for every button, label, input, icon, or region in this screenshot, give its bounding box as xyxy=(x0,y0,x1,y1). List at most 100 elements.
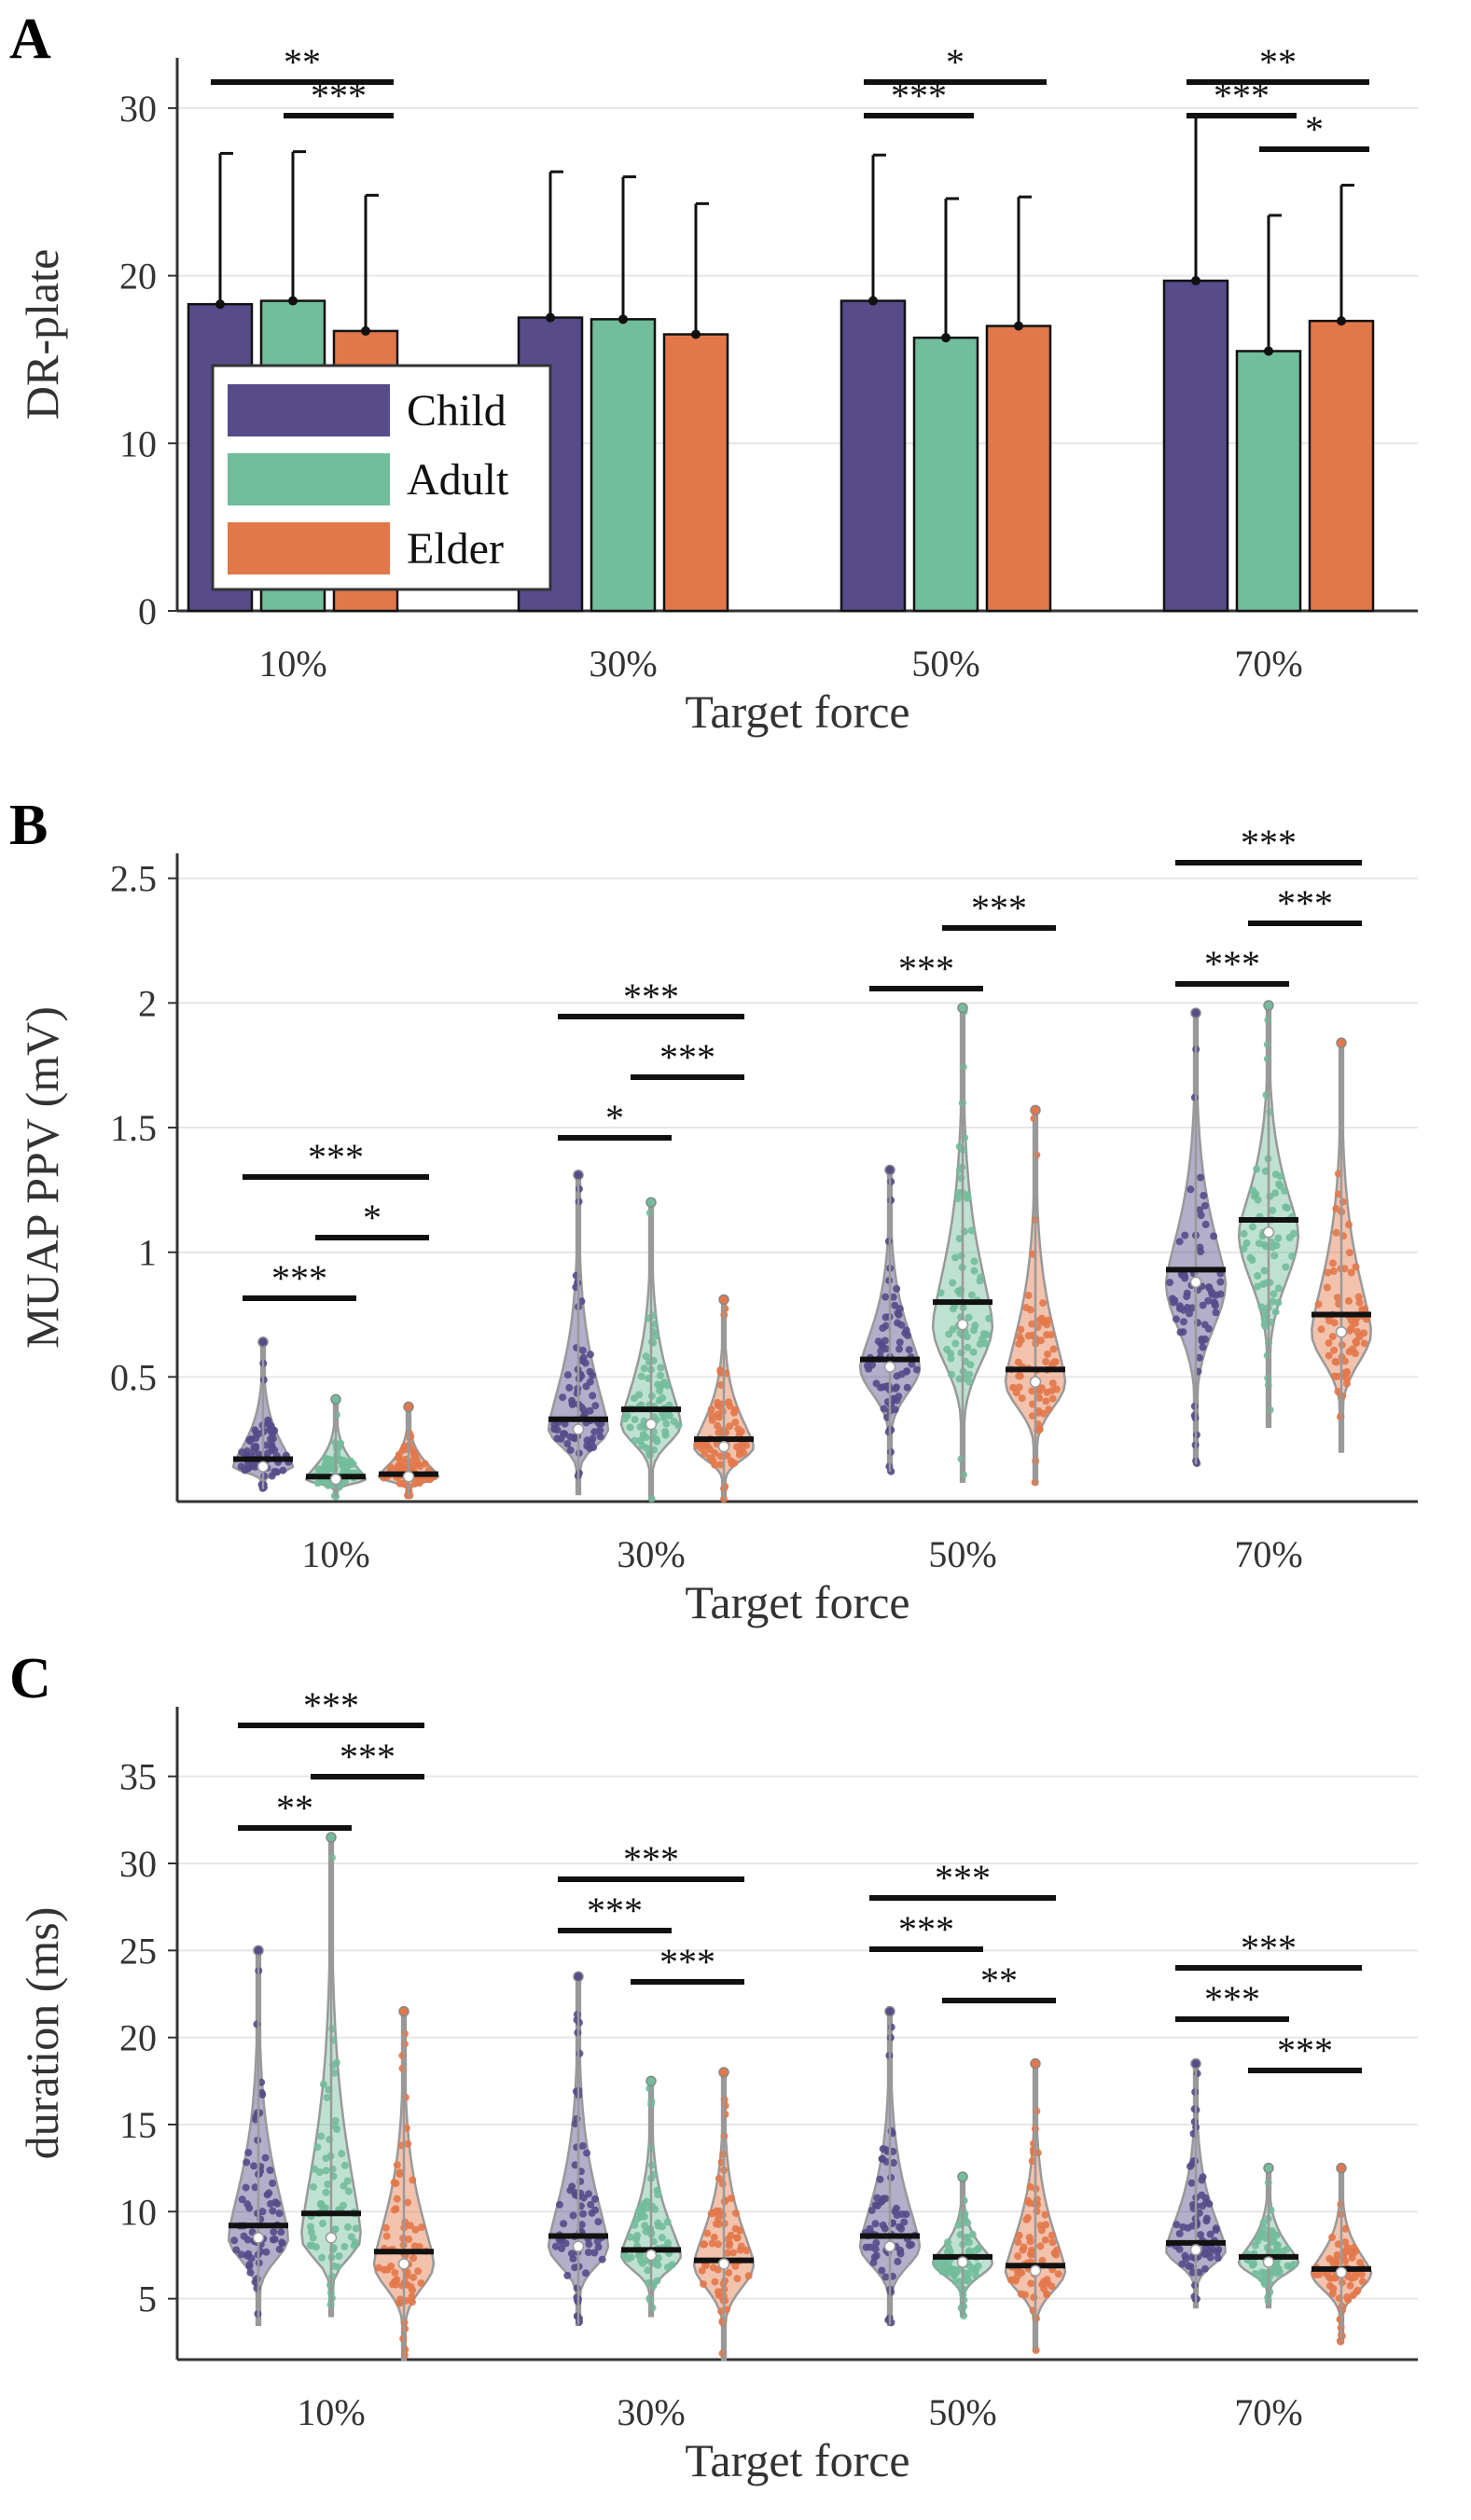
y-axis-label: DR-plate xyxy=(16,249,68,420)
y-tick-label: 20 xyxy=(119,2017,157,2059)
data-point-elder xyxy=(410,1479,419,1488)
data-point-elder xyxy=(728,2195,736,2202)
data-point-adult xyxy=(1266,2272,1274,2280)
data-point-adult xyxy=(323,2094,331,2102)
data-point-child xyxy=(1175,1238,1184,1246)
data-point-elder xyxy=(1043,1321,1051,1329)
data-point-elder xyxy=(708,2239,716,2248)
data-point-elder xyxy=(721,2111,729,2119)
data-point-child xyxy=(264,1419,272,1427)
data-point-child xyxy=(1198,1335,1206,1343)
y-tick-label: 2.5 xyxy=(110,858,157,900)
data-point-elder xyxy=(1048,2231,1056,2239)
data-point-child xyxy=(884,1428,893,1436)
data-point-elder xyxy=(393,2195,401,2203)
data-point-elder xyxy=(1331,2274,1339,2282)
bar-top-marker xyxy=(868,296,878,306)
data-point-adult xyxy=(322,2167,330,2175)
y-tick-label: 0.5 xyxy=(110,1356,157,1398)
data-point-adult xyxy=(968,2230,977,2238)
data-point-adult xyxy=(957,2283,965,2292)
data-point-elder xyxy=(1360,1339,1368,1348)
data-point-elder xyxy=(715,2174,723,2182)
y-axis-label: duration (ms) xyxy=(16,1907,68,2160)
data-point-child xyxy=(563,1371,572,1379)
data-point-elder xyxy=(396,2168,404,2177)
data-point-adult xyxy=(1254,1196,1262,1204)
data-point-child xyxy=(584,2249,592,2256)
data-point-adult xyxy=(319,2220,326,2227)
significance-stars: *** xyxy=(623,976,679,1018)
data-point-child xyxy=(265,2189,273,2197)
significance-stars: *** xyxy=(340,1736,396,1778)
data-point-elder xyxy=(417,2279,425,2287)
data-point-adult xyxy=(933,2259,940,2267)
data-point-elder xyxy=(1039,1299,1048,1308)
data-point-elder xyxy=(1035,1393,1044,1402)
data-point-adult xyxy=(949,1325,957,1334)
data-point-elder xyxy=(1037,1314,1046,1322)
data-point-child xyxy=(237,1462,245,1471)
data-point-adult xyxy=(1256,2230,1265,2237)
data-point-elder xyxy=(401,2218,409,2226)
y-tick-label: 15 xyxy=(119,2104,157,2146)
data-point-child xyxy=(903,1367,911,1376)
data-point-adult xyxy=(654,2222,662,2230)
data-point-adult xyxy=(1270,1252,1279,1260)
data-point-adult xyxy=(324,2181,332,2189)
data-point-adult xyxy=(1268,2227,1276,2236)
data-point-adult xyxy=(965,1378,973,1386)
x-tick-label: 30% xyxy=(617,1533,685,1575)
data-point-child xyxy=(1208,2244,1216,2252)
data-point-child xyxy=(867,2207,876,2215)
data-point-child xyxy=(566,1446,575,1454)
data-point-adult xyxy=(978,1335,986,1343)
data-point-child xyxy=(243,1464,252,1473)
data-point-adult xyxy=(328,2025,337,2033)
data-point-child xyxy=(1188,2160,1197,2167)
data-point-elder xyxy=(1332,1228,1340,1237)
x-tick-label: 10% xyxy=(258,643,326,685)
data-point-child xyxy=(1200,1201,1209,1210)
x-tick-label: 70% xyxy=(1234,643,1302,685)
data-point-child xyxy=(594,2243,603,2251)
data-point-child xyxy=(245,1435,254,1444)
max-point xyxy=(884,2005,895,2017)
data-point-elder xyxy=(714,1421,722,1430)
bar-top-marker xyxy=(361,325,370,336)
max-point xyxy=(957,2171,968,2182)
data-point-adult xyxy=(1251,2270,1259,2278)
data-point-adult xyxy=(1274,1234,1283,1242)
data-point-adult xyxy=(627,2253,635,2262)
data-point-elder xyxy=(724,2235,732,2243)
data-point-elder xyxy=(1015,1340,1023,1348)
data-point-adult xyxy=(1288,1253,1297,1260)
data-point-elder xyxy=(1037,2226,1046,2235)
data-point-child xyxy=(555,2200,563,2208)
y-tick-label: 1 xyxy=(138,1232,157,1274)
data-point-adult xyxy=(1279,2247,1287,2255)
data-point-adult xyxy=(331,2117,340,2125)
data-point-child xyxy=(1201,2250,1210,2259)
data-point-child xyxy=(1195,1353,1203,1362)
median-marker xyxy=(572,1423,585,1435)
data-point-child xyxy=(578,1346,587,1354)
x-axis-label: Target force xyxy=(685,685,909,738)
data-point-child xyxy=(583,2149,591,2157)
x-axis-label: Target force xyxy=(685,2434,909,2486)
data-point-elder xyxy=(1332,1205,1340,1212)
data-point-child xyxy=(901,1329,909,1337)
data-point-elder xyxy=(1014,2238,1022,2247)
data-point-child xyxy=(596,1426,604,1434)
median-marker xyxy=(1189,2244,1202,2256)
data-point-elder xyxy=(698,2266,706,2275)
data-point-adult xyxy=(330,1465,339,1474)
median-marker xyxy=(1029,1376,1042,1388)
legend-label-adult: Adult xyxy=(407,455,509,505)
data-point-adult xyxy=(324,1481,332,1489)
data-point-elder xyxy=(707,1405,715,1414)
data-point-adult xyxy=(954,2221,963,2229)
data-point-child xyxy=(1205,2200,1214,2208)
data-point-elder xyxy=(715,1413,723,1421)
data-point-adult xyxy=(1285,1234,1294,1241)
